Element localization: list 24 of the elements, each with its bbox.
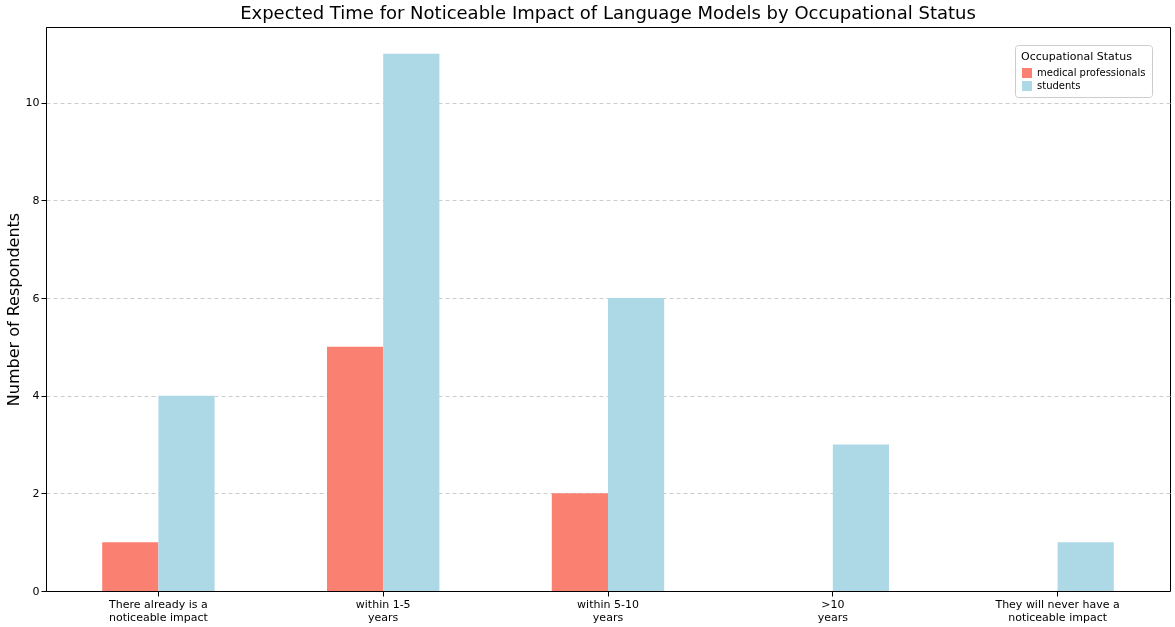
bar	[608, 298, 665, 591]
x-tick-label: within 1-5 years	[355, 597, 411, 624]
bar	[1057, 542, 1114, 591]
y-axis-title: Number of Respondents	[3, 212, 23, 407]
y-tick-label: 8	[32, 193, 40, 207]
y-tick-label: 2	[32, 486, 40, 500]
bar	[102, 542, 159, 591]
x-tick-label: They will never have a noticeable impact	[994, 597, 1120, 624]
bar	[158, 395, 215, 591]
bar	[383, 53, 440, 591]
x-tick-label: There already is a noticeable impact	[108, 597, 209, 624]
y-tick-label: 0	[32, 584, 40, 598]
y-tick-label: 6	[32, 291, 40, 305]
x-tick-label: >10 years	[817, 597, 849, 624]
legend-label: students	[1037, 80, 1081, 91]
bar	[832, 444, 889, 591]
x-tick-label: within 5-10 years	[577, 597, 639, 624]
y-tick-label: 10	[25, 96, 40, 110]
chart-title: Expected Time for Noticeable Impact of Language Models by Occupational Status	[240, 2, 976, 23]
legend-title: Occupational Status	[1021, 50, 1133, 63]
bar	[327, 346, 384, 591]
y-tick-label: 4	[32, 389, 40, 403]
bar	[551, 493, 608, 591]
legend-label: medical professionals	[1037, 67, 1146, 78]
